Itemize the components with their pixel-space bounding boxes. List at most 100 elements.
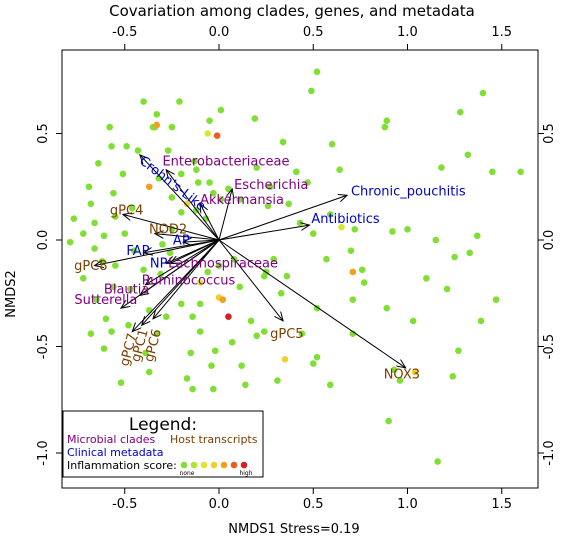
sample-point	[164, 147, 172, 154]
sample-point	[292, 168, 300, 176]
sample-point	[189, 385, 196, 393]
legend-high: high	[239, 470, 252, 477]
sample-point	[168, 123, 176, 131]
legend-title: Legend:	[129, 415, 197, 435]
sample-point	[281, 355, 289, 363]
sample-point	[210, 189, 217, 197]
vector-arrow	[166, 170, 220, 241]
sample-point	[296, 219, 304, 227]
x-tick-label-bottom: 0.0	[209, 497, 230, 512]
vector-arrow	[218, 195, 347, 241]
sample-point	[196, 300, 204, 308]
vector-arrow	[218, 239, 283, 321]
sample-point	[351, 226, 359, 233]
x-axis-label: NMDS1 Stress=0.19	[228, 522, 359, 537]
sample-point	[106, 123, 113, 131]
sample-point	[117, 379, 125, 387]
sample-point	[194, 179, 202, 186]
vector-arrow	[200, 204, 220, 241]
legend-host: Host transcripts	[170, 433, 258, 446]
sample-point	[145, 306, 153, 314]
x-tick-label-top: -0.5	[112, 25, 137, 40]
plot-frame	[61, 49, 539, 489]
legend-clinical: Clinical metadata	[67, 446, 163, 459]
x-tick-label-bottom: 1.5	[491, 497, 512, 512]
sample-point	[438, 164, 445, 171]
sample-point	[168, 194, 176, 201]
vector-arrow	[121, 239, 220, 308]
sample-point	[309, 360, 317, 367]
axes-group: -0.5 -0.5 0.0 0.0 0.5 0.5 1.0 1.0 1.5 1.5 -1.0 -1.0…	[36, 25, 557, 512]
sample-point	[128, 204, 136, 212]
scale-swatch	[230, 461, 238, 469]
sample-point	[308, 87, 315, 95]
sample-point	[274, 377, 281, 384]
sample-point	[108, 142, 115, 150]
sample-point	[183, 375, 191, 382]
sample-point	[455, 347, 462, 355]
y-tick-label-left: -1.0	[36, 440, 51, 465]
vector-label: Lachnospiraceae	[168, 257, 278, 272]
sample-point	[451, 253, 458, 261]
sample-point	[102, 315, 110, 323]
vector-arrow	[95, 239, 220, 266]
vector-label: Enterobacteriaceae	[162, 154, 289, 169]
sample-point	[236, 196, 244, 203]
sample-point	[142, 349, 149, 357]
sample-point	[477, 317, 485, 325]
vector-arrow	[170, 239, 220, 263]
sample-point	[153, 121, 161, 129]
vector-label: gPC5	[270, 327, 303, 342]
sample-point	[336, 166, 343, 174]
sample-point	[323, 255, 330, 263]
y-tick-label-right: -0.5	[542, 334, 557, 359]
sample-point	[166, 249, 174, 257]
sample-point	[87, 330, 95, 338]
sample-point	[260, 328, 268, 335]
sample-point	[396, 377, 404, 384]
vector-label: NOX3	[384, 367, 420, 382]
sample-point	[449, 373, 457, 380]
sample-point	[140, 266, 147, 274]
sample-point	[253, 332, 260, 340]
sample-point	[464, 151, 472, 159]
sample-point	[228, 338, 236, 346]
vector-label: Blautia	[104, 282, 149, 297]
sample-point	[196, 279, 204, 286]
sample-point	[100, 345, 108, 352]
sample-point	[79, 275, 87, 282]
sample-point	[79, 230, 87, 237]
sample-point	[358, 266, 366, 274]
scale-swatch	[180, 461, 188, 469]
sample-point	[264, 202, 272, 210]
sample-point	[423, 275, 430, 282]
sample-point	[153, 330, 161, 338]
sample-point	[110, 283, 117, 291]
vector-label: Escherichia	[234, 178, 308, 193]
sample-point	[283, 272, 291, 280]
sample-point	[298, 330, 306, 338]
sample-point	[85, 183, 93, 191]
x-tick-label-top: 1.0	[397, 25, 418, 40]
x-tick-label-top: 0.5	[303, 25, 324, 40]
vector-label: Akkermansia	[200, 193, 284, 208]
sample-point	[326, 381, 334, 389]
sample-point	[157, 270, 164, 278]
sample-point	[178, 209, 185, 216]
sample-point	[349, 330, 357, 338]
legend: Legend: Microbial clades Host transcript…	[62, 410, 264, 478]
sample-point	[159, 240, 166, 248]
sample-point	[219, 296, 227, 303]
sample-point	[145, 183, 153, 191]
sample-point	[253, 164, 260, 171]
legend-microbial: Microbial clades	[67, 433, 156, 446]
sample-point	[328, 140, 336, 148]
sample-point	[134, 147, 142, 154]
sample-point	[91, 219, 98, 227]
vector-arrow	[140, 155, 220, 241]
sample-point	[206, 117, 213, 125]
sample-point	[206, 179, 213, 186]
vector-arrow	[145, 239, 220, 285]
vector-label: Antibiotics	[311, 212, 380, 227]
sample-point	[404, 226, 411, 233]
